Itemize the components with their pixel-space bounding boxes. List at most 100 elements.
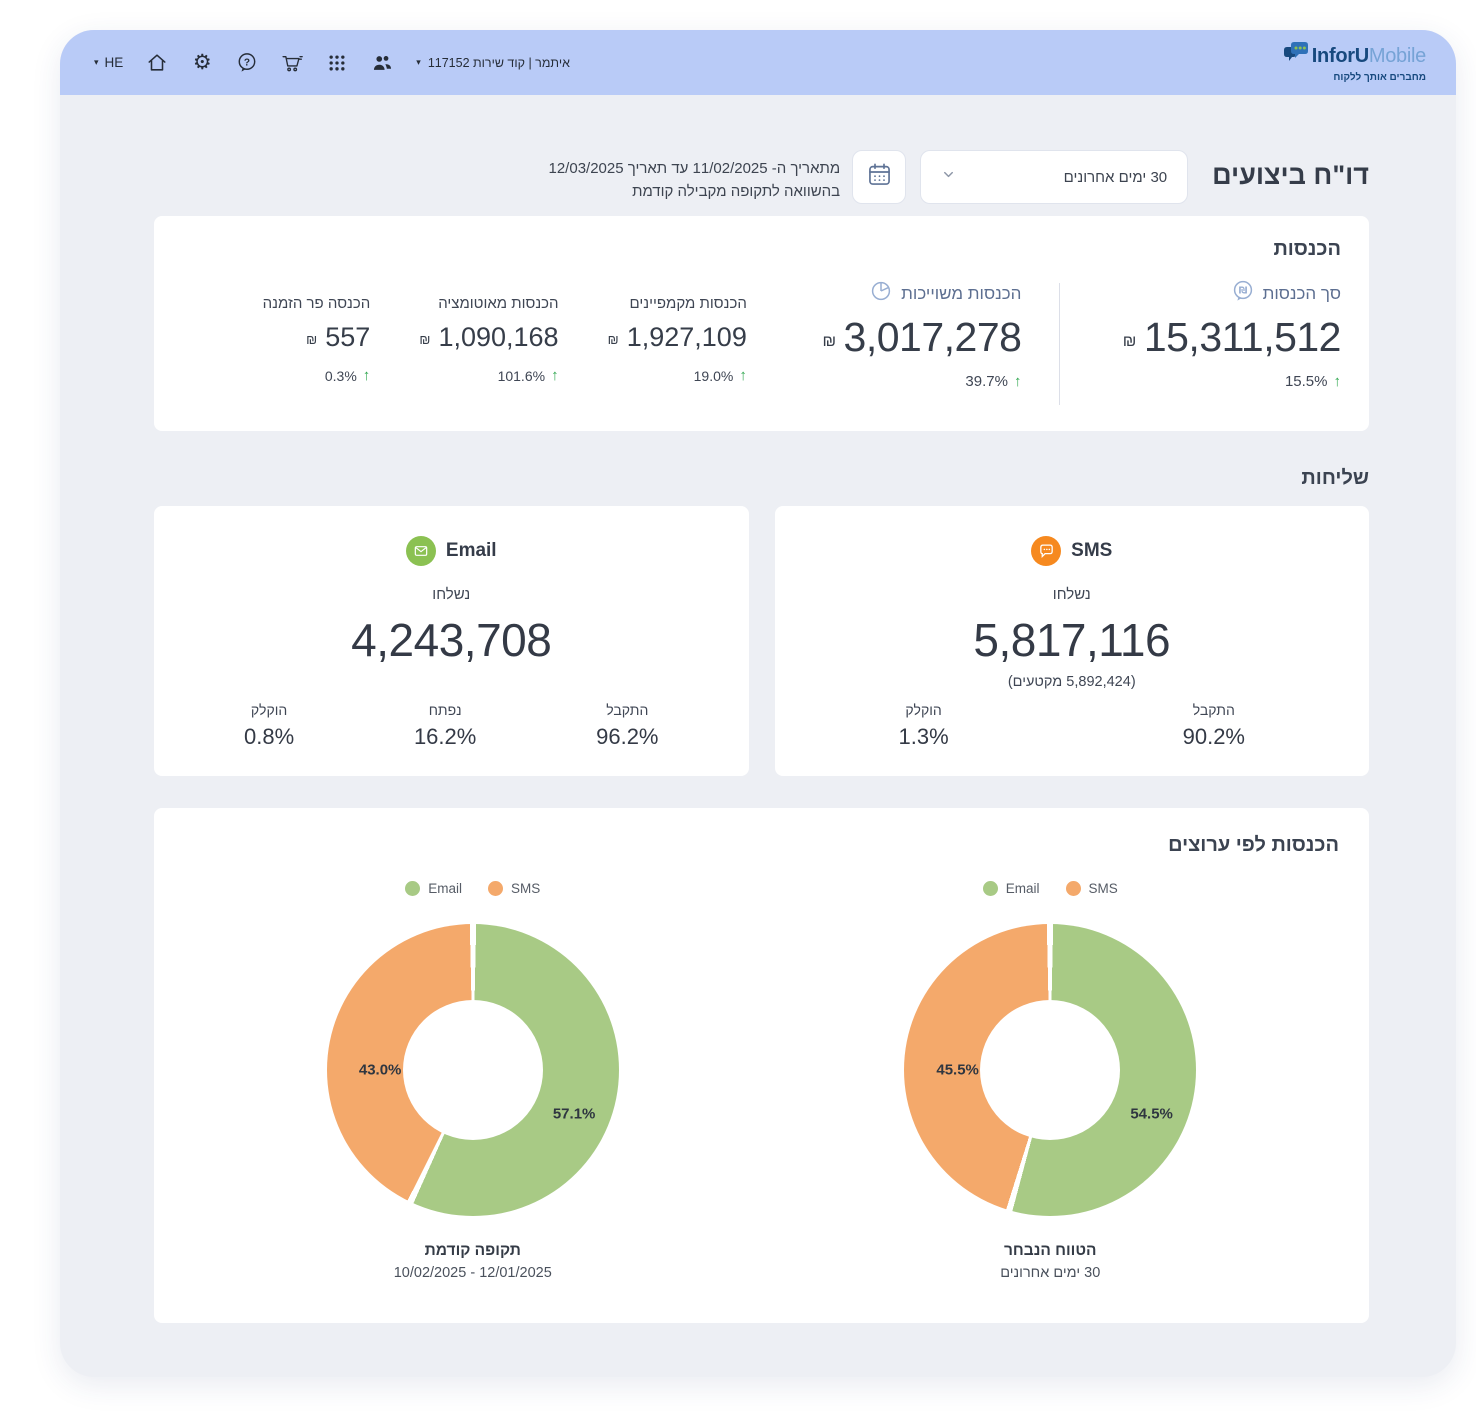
revenue-card: הכנסות סך הכנסות ₪ 1 — [154, 216, 1369, 431]
report-header: דו"ח ביצועים 30 ימים אחרונים — [154, 150, 1369, 204]
page-title: דו"ח ביצועים — [1212, 160, 1369, 190]
revenue-stats-row: סך הכנסות ₪ 15,311,512 ₪ — [182, 279, 1342, 405]
sms-legend-label: SMS — [1088, 881, 1118, 896]
report-page: דו"ח ביצועים 30 ימים אחרונים — [60, 95, 1456, 1323]
date-range-select[interactable]: 30 ימים אחרונים — [920, 150, 1189, 204]
sms-stat-clicked: הוקלק 1.3% — [899, 702, 949, 750]
date-range-value: 30 ימים אחרונים — [1063, 168, 1168, 186]
stat-automation-revenue: הכנסות מאוטומציה 1,090,168 ₪ ↑ 101.6% — [370, 279, 558, 384]
email-legend-dot — [405, 881, 421, 896]
sms-stat-received-value: 90.2% — [1182, 724, 1245, 749]
email-legend-dot — [982, 881, 998, 896]
stat-revenue-per-order-change: 0.3% — [324, 367, 357, 384]
email-stat-clicked-label: הוקלק — [250, 702, 288, 718]
email-stat-clicked: הוקלק 0.8% — [244, 702, 294, 750]
email-stat-received-value: 96.2% — [596, 724, 659, 749]
email-legend-label: Email — [1005, 881, 1040, 896]
email-stat-opened-value: 16.2% — [413, 724, 477, 749]
date-range-note-line2: בהשוואה לתקופה מקבילה קודמת — [632, 183, 841, 201]
cart-icon[interactable] — [281, 52, 304, 74]
stat-total-revenue: סך הכנסות ₪ 15,311,512 ₪ — [1066, 279, 1342, 390]
account-menu[interactable]: איתמר | קוד שירות 117152 ▾ — [416, 56, 570, 70]
help-icon[interactable]: ? — [236, 52, 258, 74]
app-window: InforUMobile מחברים אותך ללקוח איתמר | ק… — [60, 30, 1456, 1377]
email-stat-received-label: התקבל — [606, 702, 649, 718]
sms-stat-received: התקבל 90.2% — [1183, 702, 1245, 750]
stat-revenue-per-order-value: 557 — [325, 322, 371, 352]
chart-previous-period: Email SMS 43.0% 57.1% תקופה קודמת 12/01/ — [184, 881, 762, 1281]
stat-total-revenue-change: 15.5% — [1284, 373, 1328, 390]
calendar-button[interactable] — [852, 150, 907, 204]
language-selector[interactable]: HE ▾ — [94, 55, 123, 70]
shekel-symbol: ₪ — [607, 332, 619, 347]
email-legend-label: Email — [428, 881, 462, 896]
stat-attributed-revenue-change: 39.7% — [965, 373, 1008, 390]
logo-text-mobile: Mobile — [1368, 45, 1426, 67]
donut-chart-previous-period: 43.0% 57.1% — [326, 924, 619, 1216]
home-icon[interactable] — [146, 52, 168, 74]
sms-slice-label: 45.5% — [936, 1061, 979, 1079]
pie-icon — [869, 279, 893, 308]
date-range-note-line1: מתאריך ה- 11/02/2025 עד תאריך 12/03/2025 — [548, 160, 841, 177]
stat-automation-revenue-value: 1,090,168 — [438, 322, 559, 352]
sms-channel-icon — [1031, 536, 1062, 566]
logo-speech-bubbles-icon — [1282, 42, 1309, 70]
inforumobile-logo[interactable]: InforUMobile מחברים אותך ללקוח — [1282, 42, 1426, 83]
legend-item-sms: SMS — [488, 881, 540, 896]
stat-campaign-revenue-change: 19.0% — [693, 367, 734, 384]
apps-grid-icon[interactable] — [326, 52, 348, 74]
stat-total-revenue-label: סך הכנסות — [1262, 283, 1341, 303]
chevron-down-icon — [941, 167, 956, 187]
chevron-down-icon: ▾ — [416, 57, 421, 67]
top-navigation-bar: InforUMobile מחברים אותך ללקוח איתמר | ק… — [60, 30, 1456, 95]
sending-cards-row: SMS נשלחו 5,817,116 (5,892,424 מקטעים) ה… — [154, 506, 1369, 776]
divider — [1059, 283, 1061, 405]
chart-previous-period-title: תקופה קודמת — [424, 1242, 521, 1259]
sms-card-title: SMS — [1071, 540, 1113, 561]
sms-segments-note: (5,892,424 מקטעים) — [1007, 674, 1136, 690]
email-stat-opened: נפתח 16.2% — [414, 702, 476, 750]
sms-slice-label: 43.0% — [358, 1061, 402, 1079]
chart-selected-range: Email SMS 45.5% 54.5% הטווח הנבחר 30 ימי — [762, 881, 1340, 1281]
stat-campaign-revenue-value: 1,927,109 — [626, 322, 747, 352]
stat-campaign-revenue: הכנסות מקמפיינים 1,927,109 ₪ ↑ 19.0% — [559, 279, 747, 384]
channels-charts-row: Email SMS 45.5% 54.5% הטווח הנבחר 30 ימי — [184, 881, 1339, 1281]
up-arrow-icon: ↑ — [1013, 373, 1022, 390]
sms-card: SMS נשלחו 5,817,116 (5,892,424 מקטעים) ה… — [774, 506, 1369, 776]
email-slice-label: 57.1% — [552, 1105, 596, 1123]
shekel-bubble-icon: ₪ — [1231, 279, 1255, 308]
shekel-symbol: ₪ — [1122, 332, 1137, 350]
up-arrow-icon: ↑ — [362, 367, 371, 384]
stat-automation-revenue-label: הכנסות מאוטומציה — [438, 295, 559, 312]
email-slice-label: 54.5% — [1130, 1105, 1173, 1123]
stat-attributed-revenue-value: 3,017,278 — [843, 314, 1022, 360]
chart-previous-period-subtitle: 12/01/2025 - 10/02/2025 — [393, 1265, 552, 1281]
shekel-symbol: ₪ — [306, 332, 318, 347]
email-sent-value: 4,243,708 — [351, 614, 552, 666]
sending-section-title: שליחות — [1301, 467, 1369, 489]
stat-total-revenue-value: 15,311,512 — [1143, 314, 1342, 360]
chevron-down-icon: ▾ — [94, 57, 99, 67]
email-card-title: Email — [445, 540, 497, 561]
chart-selected-range-subtitle: 30 ימים אחרונים — [1000, 1265, 1101, 1281]
settings-icon[interactable]: ⚙ — [192, 51, 212, 74]
contacts-icon[interactable] — [371, 52, 393, 74]
donut-chart-selected-range: 45.5% 54.5% — [904, 924, 1197, 1216]
language-label: HE — [104, 55, 124, 70]
channels-section-title: הכנסות לפי ערוצים — [1168, 834, 1339, 856]
chart-selected-range-title: הטווח הנבחר — [1003, 1242, 1097, 1259]
topbar-icons-group: איתמר | קוד שירות 117152 ▾ — [94, 52, 570, 74]
revenue-section-title: הכנסות — [1273, 238, 1341, 260]
email-card: Email נשלחו 4,243,708 התקבל 96.2% נפתח 1… — [154, 506, 749, 776]
chart-legend: Email SMS — [405, 881, 540, 896]
sms-stat-received-label: התקבל — [1192, 702, 1235, 718]
legend-item-email: Email — [405, 881, 462, 896]
svg-text:₪: ₪ — [1238, 286, 1247, 297]
up-arrow-icon: ↑ — [1333, 373, 1342, 390]
legend-item-sms: SMS — [1065, 881, 1118, 896]
sms-legend-dot — [488, 881, 503, 896]
stat-attributed-revenue-label: הכנסות משוייכות — [901, 283, 1022, 303]
logo-text-infor: InforU — [1311, 45, 1369, 67]
up-arrow-icon: ↑ — [739, 367, 747, 384]
chart-legend: Email SMS — [982, 881, 1118, 896]
